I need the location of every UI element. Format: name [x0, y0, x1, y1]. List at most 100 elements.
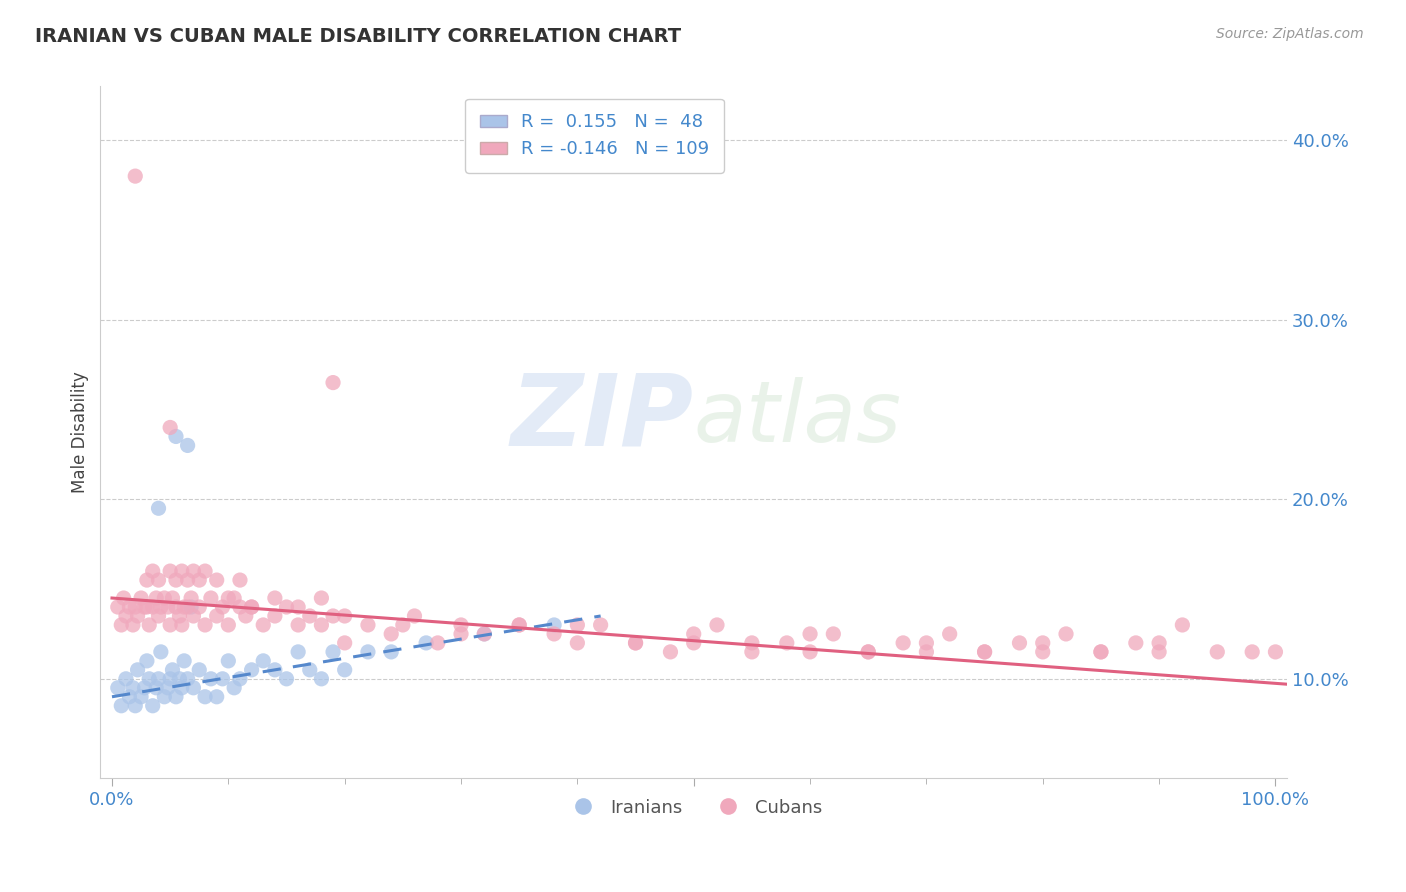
Point [1264, 645, 1286, 659]
Point [567, 618, 589, 632]
Point [194, 564, 217, 578]
Point [287, 618, 309, 632]
Point [173, 654, 195, 668]
Point [118, 599, 141, 614]
Point [138, 618, 160, 632]
Point [276, 599, 298, 614]
Point [426, 636, 449, 650]
Point [973, 645, 995, 659]
Point [112, 591, 135, 605]
Point [176, 599, 198, 614]
Point [1206, 645, 1229, 659]
Point [173, 599, 195, 614]
Point [142, 564, 165, 578]
Point [229, 672, 252, 686]
Point [1147, 645, 1170, 659]
Point [298, 609, 321, 624]
Text: atlas: atlas [693, 376, 901, 459]
Point [170, 564, 193, 578]
Point [124, 169, 146, 183]
Point [938, 627, 960, 641]
Point [1008, 636, 1031, 650]
Point [200, 672, 222, 686]
Point [145, 681, 167, 695]
Point [589, 618, 612, 632]
Point [162, 663, 184, 677]
Point [169, 672, 191, 686]
Point [194, 690, 217, 704]
Point [159, 564, 181, 578]
Legend: Iranians, Cubans: Iranians, Cubans [558, 791, 830, 824]
Point [799, 627, 821, 641]
Point [263, 663, 285, 677]
Point [170, 681, 193, 695]
Point [159, 672, 181, 686]
Point [159, 420, 181, 434]
Point [1147, 636, 1170, 650]
Point [891, 636, 914, 650]
Point [915, 636, 938, 650]
Point [1032, 636, 1054, 650]
Point [682, 627, 704, 641]
Point [145, 591, 167, 605]
Point [124, 698, 146, 713]
Point [543, 627, 565, 641]
Point [110, 698, 132, 713]
Point [1241, 645, 1264, 659]
Point [194, 618, 217, 632]
Point [129, 690, 152, 704]
Point [180, 591, 202, 605]
Point [224, 681, 246, 695]
Point [682, 636, 704, 650]
Point [240, 663, 263, 677]
Point [659, 645, 682, 659]
Point [311, 672, 333, 686]
Point [240, 599, 263, 614]
Point [148, 609, 170, 624]
Point [240, 599, 263, 614]
Point [107, 681, 129, 695]
Point [229, 599, 252, 614]
Point [229, 573, 252, 587]
Point [450, 627, 472, 641]
Point [741, 636, 763, 650]
Point [298, 663, 321, 677]
Point [205, 609, 228, 624]
Point [311, 591, 333, 605]
Point [823, 627, 845, 641]
Point [235, 609, 257, 624]
Point [472, 627, 495, 641]
Point [156, 599, 179, 614]
Point [333, 609, 356, 624]
Point [287, 645, 309, 659]
Point [153, 690, 176, 704]
Y-axis label: Male Disability: Male Disability [72, 371, 89, 493]
Point [118, 690, 141, 704]
Point [380, 645, 402, 659]
Point [176, 672, 198, 686]
Point [129, 591, 152, 605]
Point [205, 690, 228, 704]
Point [217, 591, 239, 605]
Point [188, 573, 211, 587]
Point [567, 636, 589, 650]
Point [322, 609, 344, 624]
Point [287, 599, 309, 614]
Point [148, 573, 170, 587]
Point [149, 645, 172, 659]
Point [169, 609, 191, 624]
Point [165, 690, 187, 704]
Point [1171, 618, 1194, 632]
Point [183, 564, 205, 578]
Point [404, 609, 426, 624]
Point [1090, 645, 1112, 659]
Point [741, 645, 763, 659]
Point [858, 645, 880, 659]
Point [148, 501, 170, 516]
Point [135, 654, 157, 668]
Point [127, 609, 149, 624]
Point [134, 681, 156, 695]
Point [211, 599, 233, 614]
Point [165, 573, 187, 587]
Point [380, 627, 402, 641]
